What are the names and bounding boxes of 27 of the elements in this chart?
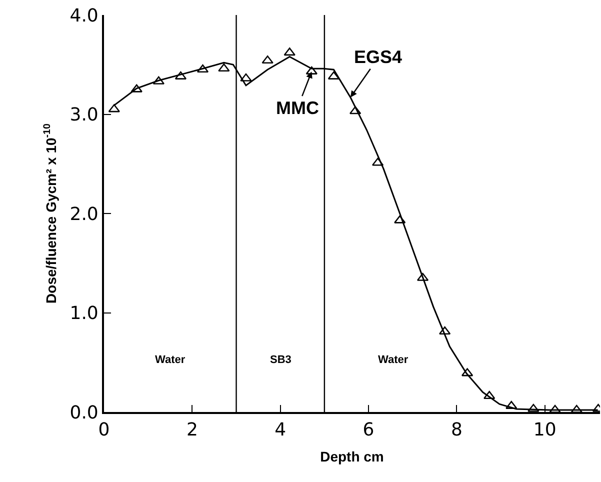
- annotation: MMC: [276, 98, 319, 118]
- point: [108, 104, 120, 112]
- x-tick-label: 10: [533, 420, 556, 441]
- x-tick-label: 2: [186, 420, 198, 441]
- point: [438, 326, 451, 335]
- point: [483, 390, 496, 400]
- y-tick-label: 0.0: [70, 402, 98, 424]
- x-tick-label: 0: [98, 420, 110, 441]
- point: [130, 84, 142, 92]
- x-tick-label: 8: [450, 420, 462, 441]
- annotation: EGS4: [354, 47, 402, 67]
- annotation: SB3: [270, 354, 292, 366]
- annotation: Water: [155, 354, 186, 366]
- x-tick-label: 6: [362, 420, 374, 441]
- point: [218, 63, 230, 72]
- point: [262, 56, 274, 64]
- y-tick-label: 1.0: [70, 303, 98, 324]
- y-tick-label: 2.0: [70, 204, 98, 225]
- point: [528, 404, 540, 412]
- x-tick-label: 4: [274, 420, 286, 441]
- y-tick-label: 3.0: [70, 104, 98, 126]
- x-axis-title: Depth cm: [320, 448, 384, 464]
- point: [240, 73, 252, 82]
- annotation: Water: [378, 354, 409, 366]
- point: [284, 48, 296, 56]
- point: [506, 400, 518, 409]
- y-tick-label: 4.0: [70, 5, 98, 26]
